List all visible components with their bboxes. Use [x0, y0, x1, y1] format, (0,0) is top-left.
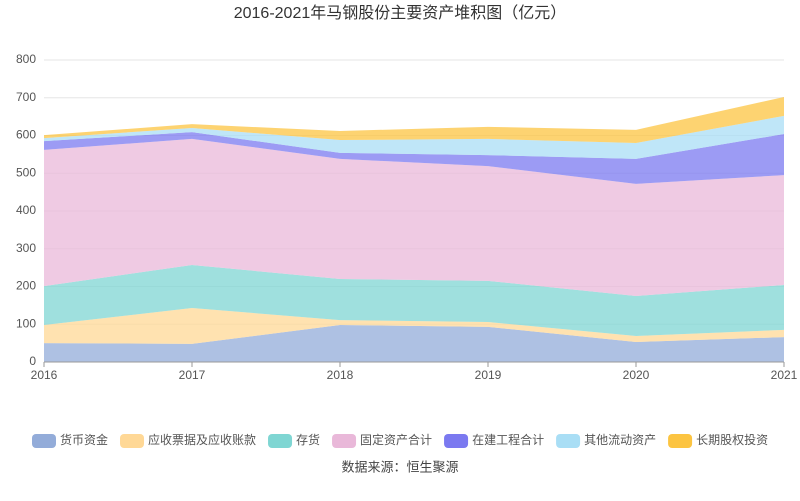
- source: 数据来源：恒生聚源: [341, 459, 458, 474]
- legend-label: 存货: [296, 432, 320, 447]
- legend-swatch: [668, 434, 693, 448]
- x-tick-label: 2016: [31, 368, 58, 382]
- legend-label: 在建工程合计: [472, 432, 544, 447]
- area: [44, 325, 784, 362]
- area: [44, 96, 784, 144]
- legend-swatch: [32, 434, 56, 448]
- area: [44, 264, 784, 336]
- x-tick-label: 2020: [623, 368, 650, 382]
- x-tick-label: 2018: [327, 368, 354, 382]
- area: [44, 115, 784, 159]
- chart-title: 2016-2021年马钢股份主要资产堆积图（亿元）: [234, 4, 567, 22]
- area: [44, 132, 784, 184]
- legend-swatch: [556, 434, 581, 448]
- legend-swatch: [120, 434, 145, 448]
- area: [44, 138, 784, 296]
- legend-label: 货币资金: [60, 432, 108, 447]
- legend-label: 固定资产合计: [360, 432, 432, 447]
- x-tick-label: 2017: [179, 368, 206, 382]
- x-tick-label: 2019: [475, 368, 502, 382]
- y-tick-label: 400: [16, 203, 36, 217]
- y-tick-label: 500: [16, 165, 36, 179]
- y-tick-label: 200: [16, 279, 36, 293]
- y-tick-label: 0: [29, 354, 36, 368]
- legend-swatch: [444, 434, 469, 448]
- y-tick-label: 800: [16, 52, 36, 66]
- y-tick-label: 600: [16, 128, 36, 142]
- x-tick-label: 2021: [771, 368, 798, 382]
- legend-label: 长期股权投资: [696, 432, 768, 447]
- y-tick-label: 100: [16, 316, 36, 330]
- legend-label: 应收票据及应收账款: [148, 432, 256, 447]
- y-tick-label: 300: [16, 241, 36, 255]
- area: [44, 308, 784, 344]
- legend-swatch: [332, 434, 357, 448]
- y-tick-label: 700: [16, 90, 36, 104]
- legend-swatch: [268, 434, 293, 448]
- legend-label: 其他流动资产: [584, 433, 656, 447]
